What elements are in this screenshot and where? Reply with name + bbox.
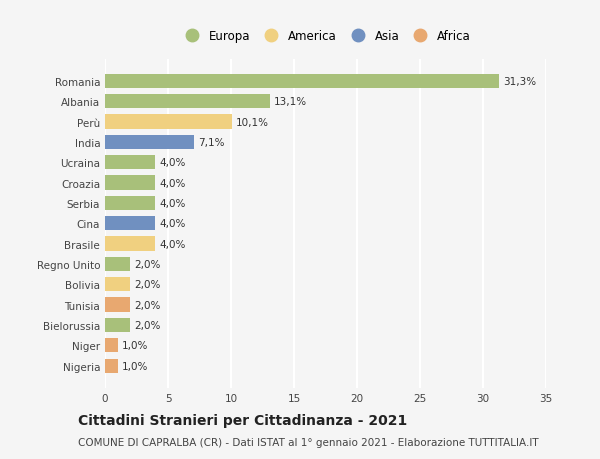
Text: 2,0%: 2,0% <box>134 259 160 269</box>
Bar <box>105 196 155 211</box>
Bar <box>105 318 130 332</box>
Bar <box>105 74 499 89</box>
Bar <box>105 115 232 129</box>
Text: 2,0%: 2,0% <box>134 300 160 310</box>
Text: Cittadini Stranieri per Cittadinanza - 2021: Cittadini Stranieri per Cittadinanza - 2… <box>78 414 407 428</box>
Text: 4,0%: 4,0% <box>159 219 185 229</box>
Bar <box>105 95 270 109</box>
Bar <box>105 156 155 170</box>
Bar <box>105 237 155 251</box>
Text: 4,0%: 4,0% <box>159 239 185 249</box>
Text: 31,3%: 31,3% <box>503 77 536 87</box>
Text: 1,0%: 1,0% <box>121 341 148 351</box>
Bar <box>105 278 130 292</box>
Text: COMUNE DI CAPRALBA (CR) - Dati ISTAT al 1° gennaio 2021 - Elaborazione TUTTITALI: COMUNE DI CAPRALBA (CR) - Dati ISTAT al … <box>78 437 539 447</box>
Text: 13,1%: 13,1% <box>274 97 307 107</box>
Text: 2,0%: 2,0% <box>134 320 160 330</box>
Legend: Europa, America, Asia, Africa: Europa, America, Asia, Africa <box>177 26 474 46</box>
Bar <box>105 298 130 312</box>
Text: 7,1%: 7,1% <box>198 138 225 147</box>
Text: 10,1%: 10,1% <box>236 118 269 127</box>
Bar <box>105 176 155 190</box>
Text: 4,0%: 4,0% <box>159 158 185 168</box>
Bar <box>105 359 118 373</box>
Text: 4,0%: 4,0% <box>159 198 185 208</box>
Text: 1,0%: 1,0% <box>121 361 148 371</box>
Bar <box>105 338 118 353</box>
Text: 2,0%: 2,0% <box>134 280 160 290</box>
Text: 4,0%: 4,0% <box>159 178 185 188</box>
Bar <box>105 257 130 271</box>
Bar <box>105 217 155 231</box>
Bar <box>105 135 194 150</box>
